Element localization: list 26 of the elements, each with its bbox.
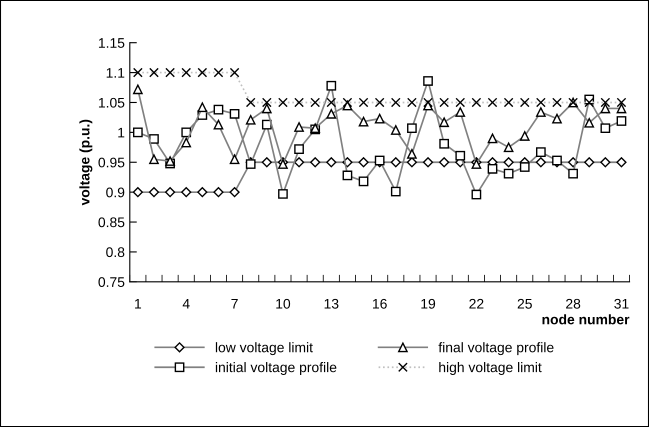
legend-label: high voltage limit: [439, 362, 542, 375]
x-tick-label: 10: [276, 298, 290, 309]
x-tick-label: 22: [469, 298, 484, 309]
x-tick-label: 19: [421, 298, 436, 309]
x-tick-label: 16: [373, 298, 387, 309]
y-tick-label: 0.95: [98, 158, 124, 168]
y-tick-label: 0.8: [106, 247, 124, 258]
x-tick-label: 25: [518, 298, 532, 309]
y-tick-label: 1: [118, 128, 124, 138]
x-tick-label: 28: [566, 298, 580, 309]
x-tick-label: 1: [135, 298, 142, 309]
legend-label: initial voltage profile: [216, 362, 336, 375]
y-tick-label: 1.15: [98, 38, 124, 48]
x-tick-label: 13: [324, 298, 338, 309]
y-tick-label: 1.05: [98, 98, 124, 108]
x-axis-title: node number: [542, 314, 630, 324]
x-tick-label: 31: [614, 298, 629, 309]
y-tick-label: 0.75: [98, 277, 124, 287]
y-tick-label: 0.85: [98, 217, 124, 228]
y-tick-label: 0.9: [106, 187, 124, 198]
y-axis-title: voltage (p.u.): [79, 120, 92, 206]
legend-label: final voltage profile: [438, 342, 554, 356]
x-tick-label: 4: [182, 298, 190, 309]
x-tick-label: 7: [231, 298, 238, 309]
y-tick-label: 1.1: [106, 68, 124, 78]
legend-label: low voltage limit: [216, 342, 313, 356]
